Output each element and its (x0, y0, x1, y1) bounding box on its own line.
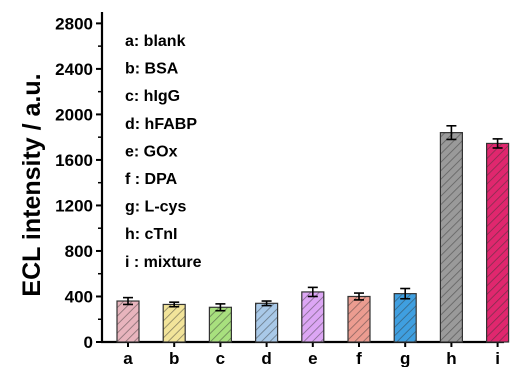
legend-entry: b: BSA (125, 61, 179, 78)
y-axis-ticks: 0 400 800 1200 1600 2000 2400 2800 (55, 14, 102, 352)
legend-entry: e: GOx (125, 143, 178, 160)
x-tick-label-f: f (356, 349, 362, 367)
y-tick-label: 2400 (55, 60, 93, 79)
legend-entry: f : DPA (125, 171, 178, 188)
error-bar-f (354, 292, 364, 301)
legend-entry: h: cTnI (125, 226, 177, 243)
error-bar-c (215, 303, 226, 312)
error-bars (123, 124, 503, 312)
y-tick-label: 800 (65, 242, 93, 261)
error-bar-a (123, 296, 133, 306)
y-tick-label: 1600 (55, 151, 93, 170)
error-bar-i (492, 138, 503, 149)
legend-entry: i : mixture (125, 254, 202, 271)
legend-entry: g: L-cys (125, 199, 186, 216)
x-tick-label-a: a (123, 349, 133, 367)
error-bar-d (261, 300, 272, 307)
y-tick-label: 400 (65, 287, 93, 306)
bar-a (116, 300, 140, 343)
x-tick-label-i: i (495, 349, 500, 367)
x-axis-ticks: a b c d e f g h i (123, 342, 500, 367)
x-tick-label-g: g (400, 349, 410, 367)
legend-entry: d: hFABP (125, 116, 197, 133)
x-tick-label-b: b (169, 349, 179, 367)
y-tick-label: 1200 (55, 196, 93, 215)
error-bar-h (446, 124, 457, 141)
x-tick-label-h: h (446, 349, 456, 367)
error-bar-g (400, 287, 411, 300)
bar-e (301, 291, 325, 343)
bar-d (255, 302, 279, 343)
x-tick-label-e: e (308, 349, 317, 367)
x-tick-label-d: d (261, 349, 271, 367)
y-tick-label: 0 (84, 333, 93, 352)
bar-c (208, 306, 232, 343)
error-bar-b (169, 301, 180, 308)
bar-b (162, 303, 186, 343)
bars (116, 132, 510, 343)
bar-f (347, 295, 371, 343)
legend: a: blank b: BSA c: hIgG d: hFABP e: GOx f : D… (125, 33, 202, 271)
y-tick-label: 2800 (55, 14, 93, 33)
legend-entry: c: hIgG (125, 88, 180, 105)
y-axis-title: ECL intensity / a.u. (18, 73, 46, 296)
x-tick-label-c: c (216, 349, 225, 367)
bar-i (486, 142, 510, 343)
error-bar-e (307, 286, 318, 298)
legend-entry: a: blank (125, 33, 186, 50)
y-tick-label: 2000 (55, 105, 93, 124)
bar-g (393, 293, 417, 343)
bar-h (439, 132, 463, 343)
